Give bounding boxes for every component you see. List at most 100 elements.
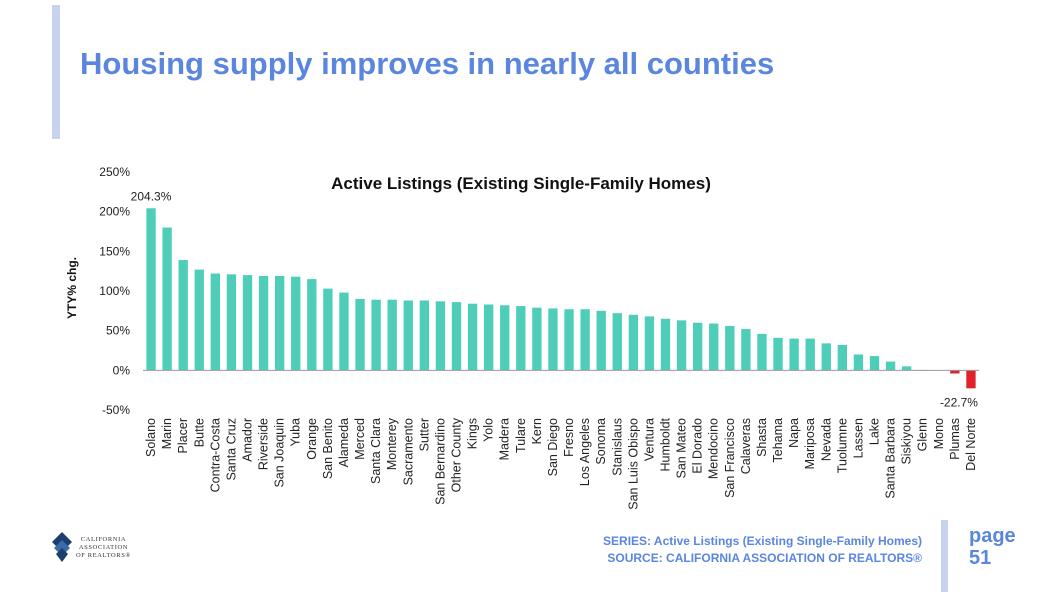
bar xyxy=(821,343,831,371)
page-accent-bar xyxy=(941,520,948,592)
x-tick-label: Los Angeles xyxy=(578,418,592,486)
bar xyxy=(869,356,880,371)
x-axis-labels: Solano Marin Placer Butte Contra-Costa Santa … xyxy=(144,417,978,509)
x-tick-label: Lake xyxy=(868,418,882,445)
bar xyxy=(258,275,269,371)
x-tick-label: Sacramento xyxy=(401,418,415,485)
x-tick-label: Tulare xyxy=(514,418,528,453)
x-tick-label: Riverside xyxy=(257,418,271,470)
bar xyxy=(709,323,719,371)
bar xyxy=(371,299,381,371)
bar xyxy=(757,333,767,371)
x-tick-label: Napa xyxy=(787,418,801,448)
x-tick-label: Yuba xyxy=(289,418,303,447)
x-tick-label: Other County xyxy=(450,417,464,492)
car-logo-icon xyxy=(52,532,72,562)
x-tick-label: Santa Clara xyxy=(369,418,383,484)
data-label: -22.7% xyxy=(940,395,978,409)
x-tick-label: Ventura xyxy=(642,418,656,461)
bar xyxy=(162,227,172,371)
bar xyxy=(612,313,622,371)
slide-title: Housing supply improves in nearly all co… xyxy=(80,46,775,81)
data-label: 204.3% xyxy=(131,189,172,203)
source-note: SOURCE: CALIFORNIA ASSOCIATION OF REALTO… xyxy=(607,551,922,565)
x-tick-label: Calaveras xyxy=(739,418,753,474)
bar xyxy=(885,361,896,371)
bar xyxy=(628,314,639,371)
footnote: SERIES: Active Listings (Existing Single… xyxy=(603,533,922,567)
bar xyxy=(339,292,349,371)
bar xyxy=(805,338,815,371)
bar xyxy=(950,370,960,374)
x-tick-label: Sonoma xyxy=(594,418,608,465)
bar xyxy=(435,301,446,371)
bar xyxy=(516,306,526,371)
bars-group xyxy=(146,208,976,389)
title-accent-bar xyxy=(52,5,60,139)
bar xyxy=(580,309,590,371)
bar xyxy=(242,275,253,371)
x-tick-label: Placer xyxy=(176,418,190,453)
y-tick-label: 100% xyxy=(99,284,130,298)
page-number-block: page 51 xyxy=(969,525,1016,569)
x-tick-label: Del Norte xyxy=(964,418,978,471)
bar xyxy=(178,260,188,371)
x-tick-label: Monterey xyxy=(385,417,399,470)
bar xyxy=(355,298,365,371)
x-tick-label: Shasta xyxy=(755,418,769,457)
x-tick-label: Solano xyxy=(144,418,158,457)
bar xyxy=(548,308,558,371)
x-tick-label: Mendocino xyxy=(707,418,721,479)
x-tick-label: Santa Barbara xyxy=(884,418,898,499)
bar xyxy=(596,310,606,371)
x-tick-label: Contra-Costa xyxy=(208,418,222,492)
bar xyxy=(692,322,703,371)
x-tick-label: Mariposa xyxy=(803,418,817,469)
x-tick-label: Merced xyxy=(353,418,367,460)
y-tick-label: 50% xyxy=(106,324,130,338)
x-tick-label: Madera xyxy=(498,418,512,460)
x-tick-label: Siskiyou xyxy=(900,418,914,465)
bar xyxy=(451,302,462,371)
x-tick-label: Butte xyxy=(192,418,206,447)
x-tick-label: Fresno xyxy=(562,418,576,457)
y-tick-label: 250% xyxy=(99,165,130,179)
x-tick-label: San Francisco xyxy=(723,418,737,498)
x-tick-label: Nevada xyxy=(819,418,833,461)
bar xyxy=(564,309,574,371)
bar xyxy=(226,274,237,371)
bar xyxy=(966,370,976,389)
y-tick-label: 200% xyxy=(99,205,130,219)
bar xyxy=(500,305,510,371)
x-tick-label: Marin xyxy=(160,418,174,449)
page-label: page xyxy=(969,525,1016,547)
bar xyxy=(274,275,285,371)
car-logo: CALIFORNIA ASSOCIATION OF REALTORS® xyxy=(50,530,170,570)
bar xyxy=(403,300,413,371)
bar xyxy=(210,273,221,371)
x-tick-label: El Dorado xyxy=(691,418,705,474)
x-tick-label: Amador xyxy=(241,418,255,462)
bar xyxy=(741,329,751,371)
y-tick-label: 150% xyxy=(99,244,130,258)
x-tick-label: Stanislaus xyxy=(610,418,624,476)
x-tick-label: San Diego xyxy=(546,418,560,476)
x-tick-label: San Benito xyxy=(321,418,335,479)
x-tick-label: Glenn xyxy=(916,418,930,451)
x-tick-label: Yolo xyxy=(482,418,496,442)
data-labels: 204.3% -22.7% xyxy=(131,189,979,409)
x-tick-label: Orange xyxy=(305,418,319,460)
bar xyxy=(532,307,542,371)
bar xyxy=(644,316,655,371)
x-tick-label: San Joaquin xyxy=(273,418,287,488)
bar xyxy=(291,276,301,371)
x-tick-label: San Luis Obispo xyxy=(626,418,640,510)
bar xyxy=(323,288,333,371)
bar xyxy=(146,208,156,371)
x-tick-label: San Bernardino xyxy=(433,418,447,505)
bar xyxy=(660,318,671,371)
bar xyxy=(789,338,799,371)
x-tick-label: Tuolumne xyxy=(835,418,849,473)
bar xyxy=(773,337,783,371)
